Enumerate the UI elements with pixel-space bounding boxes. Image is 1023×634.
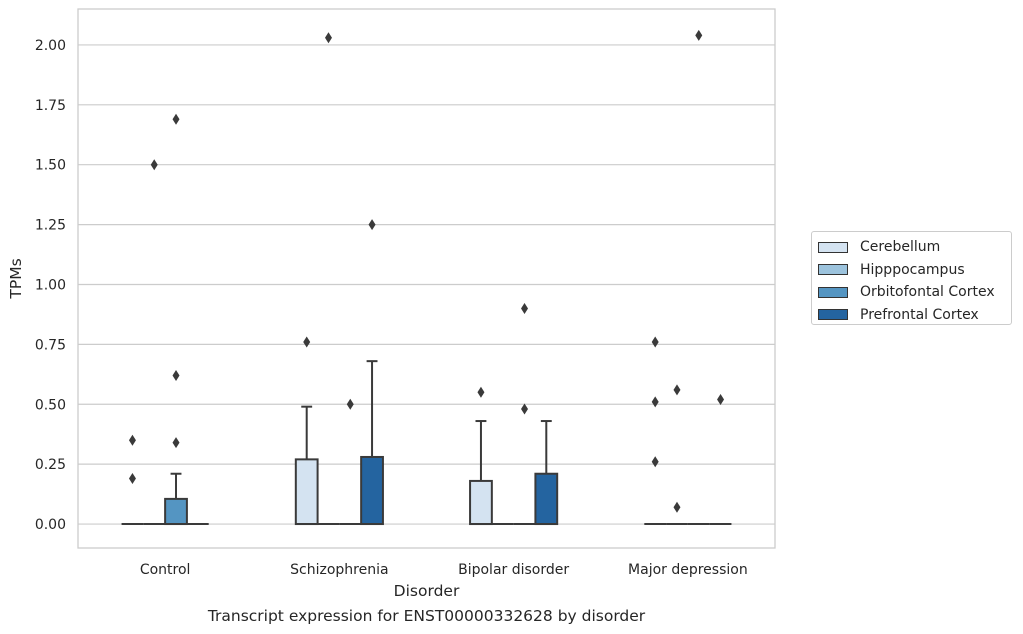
legend-label: Orbitofontal Cortex — [860, 284, 995, 300]
outlier-point — [717, 393, 725, 405]
legend-item: Prefrontal Cortex — [818, 307, 979, 323]
box-orbitofontal-cortex — [164, 113, 188, 526]
box-body — [360, 455, 384, 526]
outlier-point — [346, 398, 354, 410]
box-cerebellum — [121, 434, 144, 526]
legend-swatch — [818, 309, 848, 320]
y-tick-label: 0.25 — [35, 457, 66, 473]
y-tick-label: 0.50 — [35, 397, 66, 413]
box-cerebellum — [644, 336, 667, 526]
outlier-point — [477, 386, 485, 398]
legend-label: Hipppocampus — [860, 261, 965, 278]
outlier-point — [521, 403, 529, 415]
outlier-point — [303, 336, 311, 348]
outlier-point — [673, 501, 681, 513]
y-tick-label: 1.50 — [35, 158, 66, 174]
y-tick-label: 1.00 — [35, 277, 66, 293]
legend-item: Orbitofontal Cortex — [818, 284, 995, 300]
y-tick-label: 2.00 — [35, 38, 66, 54]
outlier-point — [150, 159, 158, 171]
outlier-point — [673, 384, 681, 396]
y-axis-ticks: 0.00 0.25 0.50 0.75 1.00 1.25 1.50 1.75 2.00 — [35, 38, 66, 533]
legend-label: Cerebellum — [860, 239, 941, 255]
box-orbitofontal-cortex — [339, 398, 362, 526]
x-tick-label: Major depression — [628, 562, 748, 578]
outlier-point — [172, 437, 180, 449]
outlier-point — [324, 32, 332, 44]
outlier-point — [651, 456, 659, 468]
legend-item: Cerebellum — [818, 239, 940, 255]
plot-frame — [77, 8, 776, 549]
legend-label: Prefrontal Cortex — [860, 306, 979, 323]
box-body — [534, 472, 559, 526]
x-tick-label: Bipolar disorder — [458, 562, 569, 578]
gridlines — [78, 44, 775, 525]
x-axis-ticks: Control Schizophrenia Bipolar disorder Majo… — [140, 562, 748, 578]
outlier-point — [695, 29, 703, 41]
box-prefrontal-cortex — [360, 219, 384, 526]
box-hipppocampus — [143, 159, 166, 526]
y-tick-label: 0.00 — [35, 517, 66, 533]
legend-swatch — [818, 286, 848, 298]
box-hipppocampus — [317, 32, 340, 526]
box-cerebellum — [469, 386, 493, 526]
box-body — [294, 458, 319, 526]
box-hipppocampus — [666, 384, 688, 526]
box-prefrontal-cortex — [534, 420, 559, 526]
outlier-point — [128, 473, 136, 485]
x-axis-label: Disorder — [394, 582, 460, 600]
outlier-point — [368, 219, 376, 231]
x-tick-label: Schizophrenia — [290, 562, 388, 578]
box-orbitofontal-cortex — [687, 29, 710, 526]
box-body — [469, 479, 493, 526]
figure-caption: Transcript expression for ENST0000033262… — [207, 607, 646, 625]
plot-area — [121, 29, 732, 526]
outlier-point — [128, 434, 136, 446]
box-prefrontal-cortex — [709, 393, 732, 526]
box-body — [164, 497, 188, 526]
outlier-point — [651, 396, 659, 408]
legend-swatch — [818, 264, 848, 275]
outlier-point — [651, 336, 659, 348]
chart-legend: Cerebellum Hipppocampus Orbitofontal Corte… — [811, 231, 1012, 325]
y-tick-label: 1.75 — [35, 98, 66, 114]
x-tick-label: Control — [140, 562, 191, 578]
y-axis-label: TPMs — [7, 258, 25, 299]
box-cerebellum — [294, 336, 319, 526]
outlier-point — [521, 302, 529, 314]
legend-swatch — [818, 241, 848, 253]
box-orbitofontal-cortex — [513, 302, 536, 526]
y-tick-label: 1.25 — [35, 218, 66, 234]
outlier-point — [172, 370, 180, 382]
legend-item: Hipppocampus — [818, 262, 965, 278]
outlier-point — [172, 113, 180, 125]
y-tick-label: 0.75 — [35, 337, 66, 353]
